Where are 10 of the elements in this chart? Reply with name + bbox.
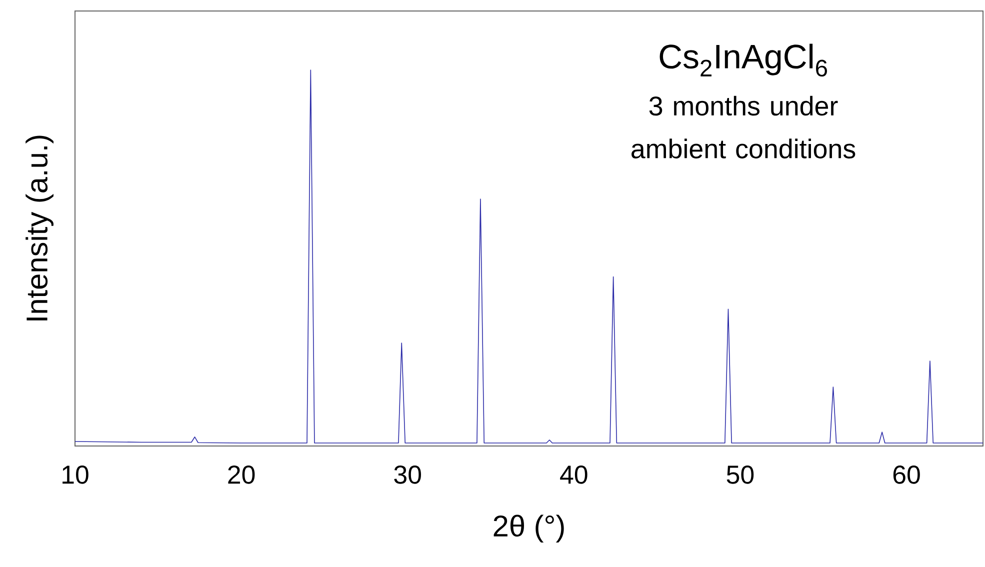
x-tick-label: 30 — [394, 466, 421, 484]
text: 3 months under ambient conditions — [632, 96, 856, 158]
chart-title: Cs$_{2}$InAgCl$_{6}$ — [660, 44, 827, 77]
x-axis-title: 2θ (°) — [494, 514, 564, 543]
y-axis-title: Intensity (a.u.) — [26, 136, 54, 320]
x-tick-label: 60 — [893, 466, 920, 484]
x-tick-label: 40 — [560, 466, 588, 484]
x-tick-label: 10 — [62, 466, 88, 484]
x-tick-label: 20 — [228, 466, 255, 484]
x-tick-label: 50 — [726, 466, 754, 484]
